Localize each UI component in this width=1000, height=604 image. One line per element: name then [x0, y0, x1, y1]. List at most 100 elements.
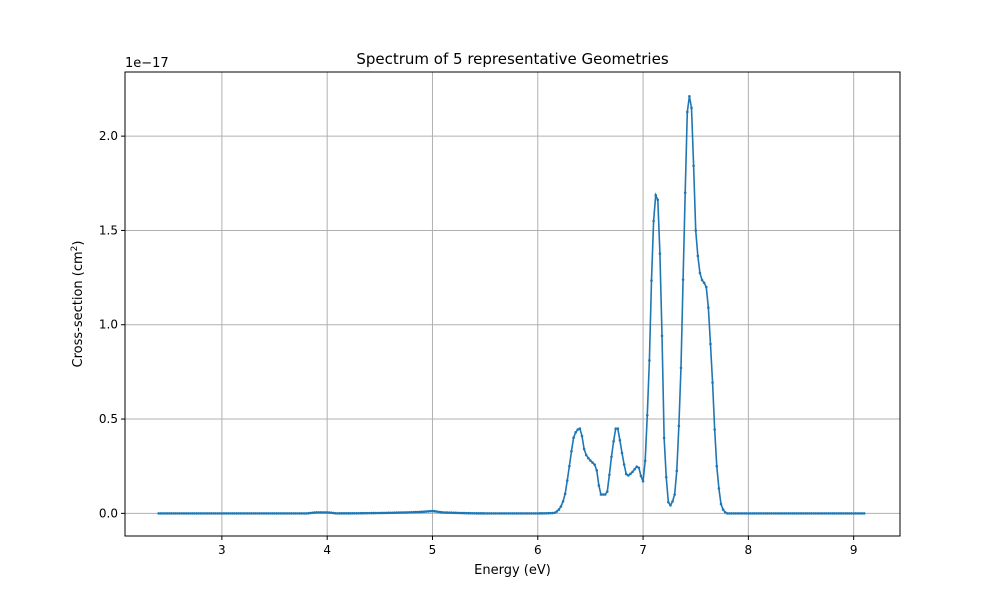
data-point: [498, 512, 502, 515]
data-point: [353, 511, 356, 515]
data-point: [747, 512, 750, 515]
data-point: [551, 511, 554, 515]
data-point: [450, 511, 453, 515]
data-point: [614, 427, 617, 430]
data-point: [740, 512, 744, 515]
data-point: [431, 509, 434, 513]
data-point: [460, 511, 464, 515]
data-point: [713, 428, 716, 431]
data-point: [309, 511, 312, 515]
data-point: [568, 464, 571, 468]
data-point: [357, 511, 361, 515]
data-point: [454, 511, 457, 515]
data-point: [658, 252, 662, 255]
data-point: [300, 512, 304, 515]
data-point: [633, 467, 636, 471]
data-point: [757, 512, 761, 515]
data-point: [553, 511, 556, 515]
data-point: [346, 512, 350, 515]
data-point: [660, 334, 664, 338]
x-tick-label: 3: [218, 543, 226, 557]
data-point: [174, 512, 177, 515]
data-point: [645, 414, 649, 417]
data-point: [313, 511, 316, 514]
data-point: [197, 512, 201, 515]
data-point: [355, 511, 358, 515]
data-point: [509, 512, 512, 515]
data-point: [637, 466, 641, 470]
data-point: [580, 434, 584, 438]
data-point: [199, 512, 203, 515]
data-point: [694, 229, 698, 232]
data-point: [555, 510, 559, 513]
data-point: [393, 511, 396, 515]
data-point: [719, 502, 723, 506]
data-point: [218, 512, 222, 515]
data-point: [570, 449, 573, 453]
data-point: [618, 438, 622, 442]
data-point: [593, 463, 596, 466]
data-point: [262, 512, 266, 515]
data-point: [517, 512, 521, 515]
data-point: [488, 512, 491, 515]
data-point: [515, 512, 519, 515]
data-point: [338, 512, 342, 515]
axes-frame: [124, 71, 901, 537]
data-point: [688, 95, 691, 98]
data-point: [542, 512, 546, 515]
data-point: [378, 511, 382, 515]
y-offset-text: 1e−17: [125, 56, 169, 71]
data-point: [163, 512, 167, 515]
data-point: [161, 512, 165, 515]
data-point: [403, 511, 407, 514]
data-point: [620, 451, 624, 455]
data-point: [382, 511, 386, 515]
data-point: [677, 424, 681, 428]
data-point: [325, 511, 329, 514]
data-point: [182, 512, 186, 515]
data-point: [479, 512, 483, 515]
data-point: [829, 512, 832, 515]
data-point: [839, 512, 843, 515]
data-point: [412, 510, 415, 514]
data-point: [578, 427, 582, 430]
data-point: [799, 512, 803, 515]
data-point: [485, 512, 489, 515]
y-axis-label-superscript: 2: [70, 246, 80, 252]
data-point: [582, 447, 586, 451]
data-point: [576, 428, 580, 431]
data-point: [816, 512, 820, 515]
data-point: [304, 512, 308, 515]
data-point: [601, 493, 605, 496]
data-point: [664, 475, 668, 479]
data-point: [170, 512, 173, 515]
y-axis-label-close: ): [71, 241, 86, 246]
series-layer: [157, 95, 866, 515]
data-point: [803, 512, 807, 515]
x-tick-label: 5: [429, 543, 437, 557]
data-point: [641, 480, 645, 483]
data-point: [584, 453, 588, 457]
data-point: [704, 285, 708, 289]
data-point: [778, 512, 782, 515]
data-point: [374, 511, 377, 515]
data-point: [344, 512, 348, 515]
data-point: [639, 474, 643, 478]
data-point: [534, 512, 537, 515]
data-point: [763, 512, 767, 515]
data-point: [410, 510, 413, 514]
data-point: [812, 512, 815, 515]
data-point: [294, 512, 297, 515]
data-point: [250, 512, 253, 515]
data-point: [266, 512, 270, 515]
data-point: [391, 511, 394, 515]
data-point: [414, 510, 417, 514]
data-point: [780, 512, 784, 515]
data-point: [692, 164, 695, 168]
data-point: [285, 512, 289, 515]
data-point: [629, 472, 632, 476]
ticks: 3 4 5 6 7 8 9 0.0 0.5 1.0 1.5 2.0: [99, 129, 858, 557]
data-point: [188, 512, 192, 515]
data-point: [843, 512, 847, 515]
